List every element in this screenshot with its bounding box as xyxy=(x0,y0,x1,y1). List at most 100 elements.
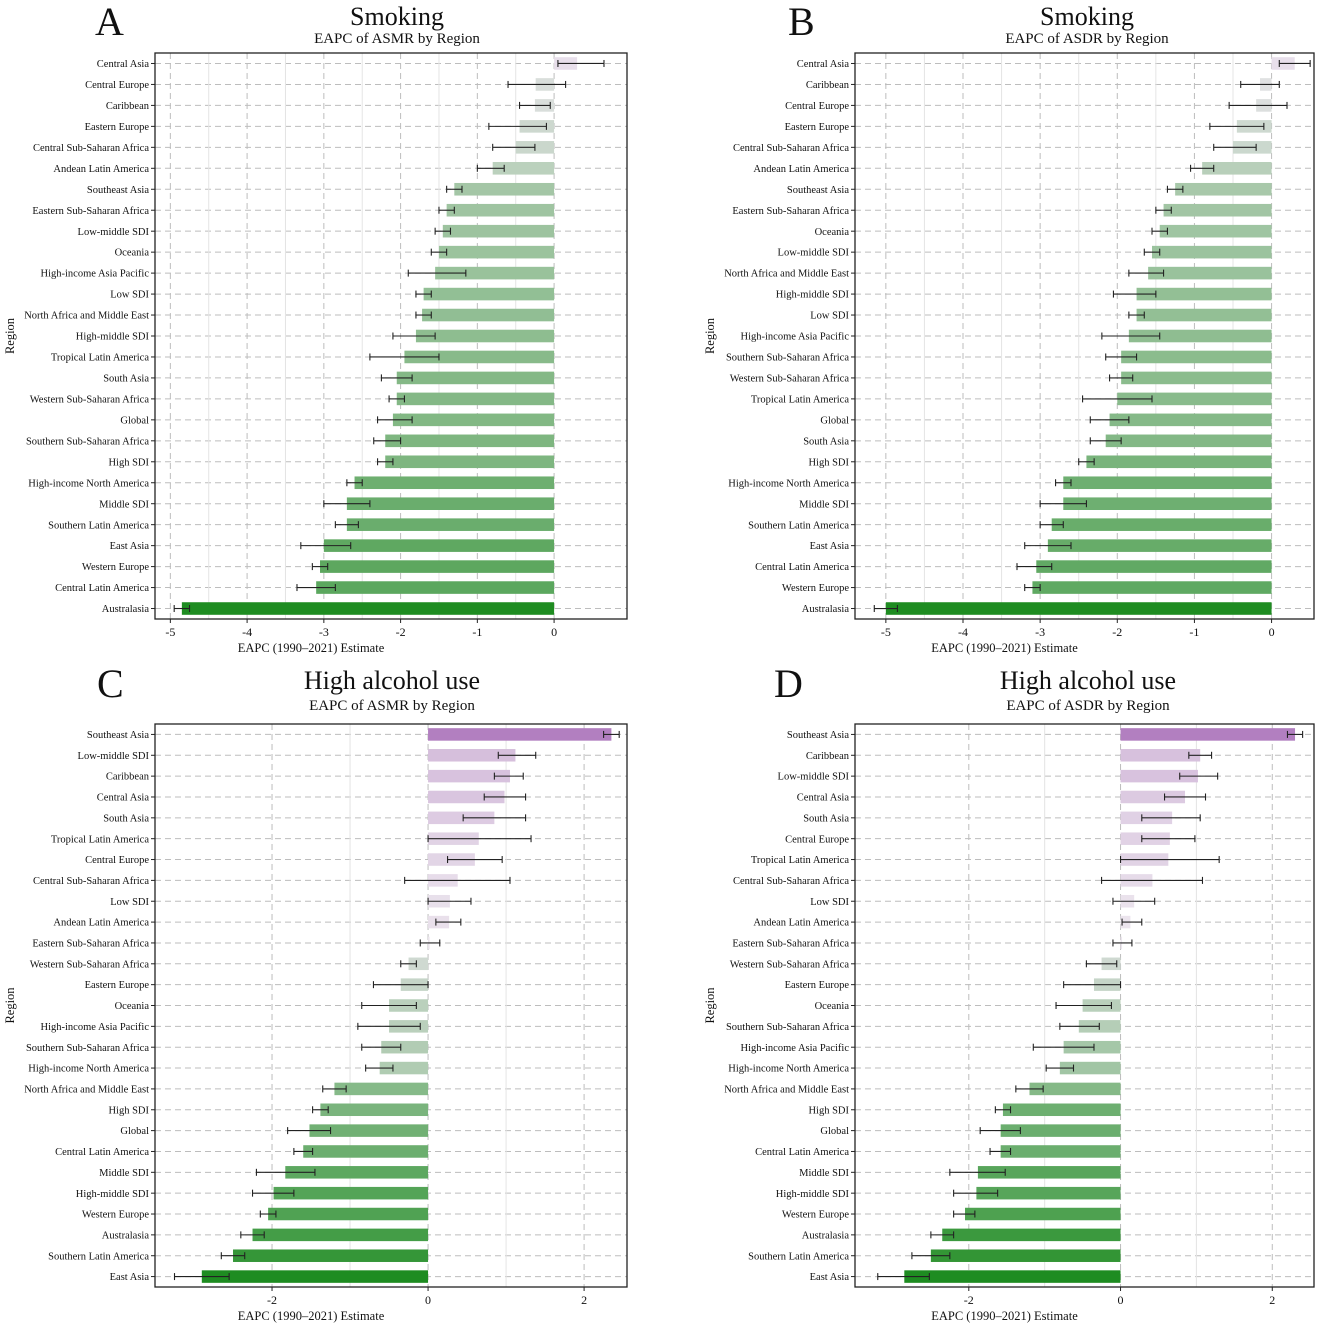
category-label: Southern Latin America xyxy=(748,1251,849,1262)
category-label: Caribbean xyxy=(806,751,850,762)
panel-letter: C xyxy=(97,661,124,706)
x-tick-label: -2 xyxy=(396,625,406,639)
category-label: High-income Asia Pacific xyxy=(41,269,150,280)
category-label: Central Sub-Saharan Africa xyxy=(733,876,849,887)
x-axis-label: EAPC (1990–2021) Estimate xyxy=(931,641,1078,655)
category-label: Central Europe xyxy=(785,101,849,112)
category-label: South Asia xyxy=(103,813,149,824)
category-label: Low-middle SDI xyxy=(778,248,850,259)
bar xyxy=(385,455,555,469)
category-label: Global xyxy=(120,1126,149,1137)
panel-letter: B xyxy=(788,0,815,44)
x-axis-label: EAPC (1990–2021) Estimate xyxy=(238,641,385,655)
category-label: Central Latin America xyxy=(55,583,149,594)
bar xyxy=(309,1124,429,1137)
category-label: Eastern Europe xyxy=(85,980,150,991)
bar xyxy=(1029,1082,1121,1096)
bar xyxy=(1136,308,1272,322)
category-label: Western Europe xyxy=(782,583,849,594)
category-label: Low SDI xyxy=(810,311,849,322)
bar xyxy=(1086,455,1272,469)
bar xyxy=(1063,476,1272,490)
bar xyxy=(201,1270,429,1283)
bar xyxy=(354,476,555,490)
bar xyxy=(320,560,555,573)
category-label: Low-middle SDI xyxy=(78,227,150,238)
x-tick-label: 0 xyxy=(551,625,557,639)
x-tick-label: -3 xyxy=(1035,625,1045,639)
category-label: Oceania xyxy=(815,1001,850,1012)
bar xyxy=(976,1186,1121,1200)
category-label: East Asia xyxy=(810,541,850,552)
chart-svg: Southeast Asia Caribbean Low-middle SDI Cen… xyxy=(703,723,1315,1323)
category-label: Oceania xyxy=(115,248,150,259)
bar xyxy=(404,350,555,364)
category-label: High SDI xyxy=(108,457,149,468)
category-label: Southern Latin America xyxy=(48,1251,149,1262)
x-tick-label: 2 xyxy=(1269,1293,1275,1307)
category-label: Southeast Asia xyxy=(87,730,149,741)
x-tick-label: -1 xyxy=(1189,625,1199,639)
category-label: Caribbean xyxy=(106,772,150,783)
bar xyxy=(1175,182,1272,196)
bar xyxy=(1000,1124,1121,1137)
bar xyxy=(428,811,495,825)
plot-area: Central Asia Caribbean Central Europe Easte… xyxy=(703,52,1315,655)
category-label: Central Asia xyxy=(797,59,850,70)
category-label: High-income Asia Pacific xyxy=(741,1043,850,1054)
category-label: Oceania xyxy=(815,227,850,238)
category-label: Central Asia xyxy=(97,59,150,70)
category-label: Western Sub-Saharan Africa xyxy=(30,394,150,405)
category-label: Caribbean xyxy=(106,101,150,112)
x-tick-label: -1 xyxy=(472,625,482,639)
bar xyxy=(1032,581,1272,594)
x-tick-label: -2 xyxy=(1112,625,1122,639)
chart-title: High alcohol use xyxy=(999,666,1177,695)
plot-area: Central Asia Central Europe Caribbean Easte… xyxy=(3,52,628,655)
bar xyxy=(422,308,555,322)
category-label: Middle SDI xyxy=(799,499,849,510)
bar xyxy=(323,539,555,552)
category-label: Tropical Latin America xyxy=(751,855,850,866)
category-label: Tropical Latin America xyxy=(51,353,150,364)
bar xyxy=(423,287,555,301)
category-label: High-income North America xyxy=(28,1064,149,1075)
x-tick-label: -4 xyxy=(958,625,968,639)
category-label: Central Latin America xyxy=(755,1147,849,1158)
x-tick-label: -3 xyxy=(319,625,329,639)
x-axis-label: EAPC (1990–2021) Estimate xyxy=(238,1309,385,1323)
bar xyxy=(1120,749,1201,762)
bar xyxy=(1163,203,1272,217)
category-label: High SDI xyxy=(808,457,849,468)
category-label: Eastern Sub-Saharan Africa xyxy=(732,206,849,217)
category-label: Andean Latin America xyxy=(53,164,149,175)
category-label: North Africa and Middle East xyxy=(24,1085,149,1096)
panel-d: D High alcohol use EAPC of ASDR by Regio… xyxy=(700,662,1325,1323)
category-label: Southern Latin America xyxy=(48,520,149,531)
category-label: Australasia xyxy=(802,1230,850,1241)
bar xyxy=(1121,371,1272,385)
bar xyxy=(233,1249,429,1262)
category-label: Central Europe xyxy=(85,80,149,91)
bar xyxy=(1152,245,1272,259)
bar xyxy=(385,434,555,448)
bar xyxy=(1109,413,1272,427)
category-label: Central Sub-Saharan Africa xyxy=(33,143,149,154)
panel-a: A Smoking EAPC of ASMR by Region Central… xyxy=(0,0,662,662)
bar xyxy=(1120,769,1198,783)
category-label: Central Asia xyxy=(797,793,850,804)
category-label: High-income Asia Pacific xyxy=(41,1022,150,1033)
x-axis-label: EAPC (1990–2021) Estimate xyxy=(931,1309,1078,1323)
bar xyxy=(1159,224,1272,238)
bar xyxy=(428,769,510,783)
panel-letter: D xyxy=(774,661,803,706)
bar xyxy=(442,224,555,238)
category-label: Global xyxy=(820,1126,849,1137)
panel-letter: A xyxy=(95,0,124,44)
bar xyxy=(415,329,555,343)
chart-svg: Southeast Asia Low-middle SDI Caribbean Cen… xyxy=(3,723,628,1323)
bar xyxy=(381,1040,429,1054)
category-label: Central Europe xyxy=(785,834,849,845)
bar xyxy=(379,1061,429,1075)
bar xyxy=(1148,266,1272,280)
